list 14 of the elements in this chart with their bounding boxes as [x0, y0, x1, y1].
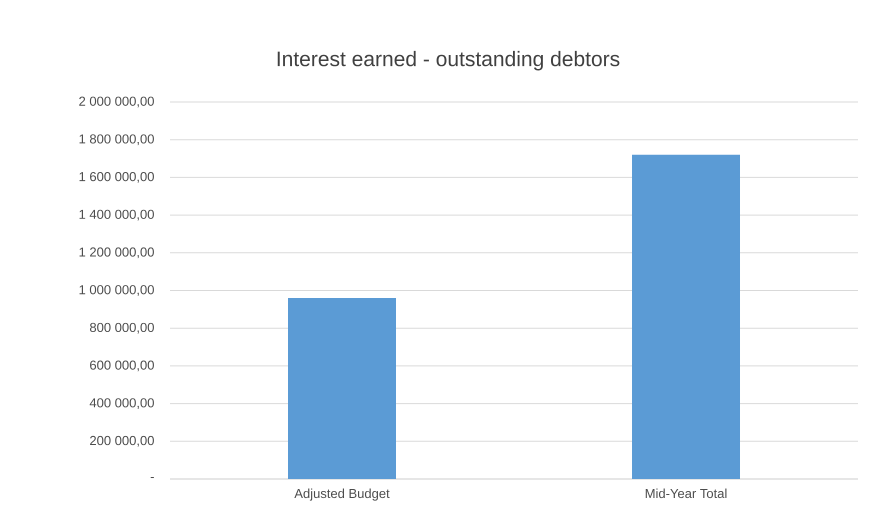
y-tick-label: 600 000,00: [90, 360, 154, 372]
chart-title: Interest earned - outstanding debtors: [278, 50, 620, 70]
y-tick-label: 1 000 000,00: [80, 285, 154, 296]
y-tick-label: 1 200 000,00: [80, 247, 154, 258]
x-tick-label: Mid-Year Total: [646, 488, 726, 498]
y-tick-label: 200 000,00: [90, 436, 154, 447]
y-tick-label: 2 000 000,00: [79, 96, 154, 108]
y-tick-label: 1 600 000,00: [80, 172, 154, 183]
x-tick-label: Adjusted Budget: [294, 488, 390, 501]
y-tick-label: 400 000,00: [90, 398, 154, 409]
y-tick-label: 1 800 000,00: [80, 134, 154, 146]
y-tick-label: -: [150, 477, 154, 478]
y-tick-label: 800 000,00: [90, 322, 154, 334]
y-tick-label: 1 400 000,00: [80, 210, 154, 220]
